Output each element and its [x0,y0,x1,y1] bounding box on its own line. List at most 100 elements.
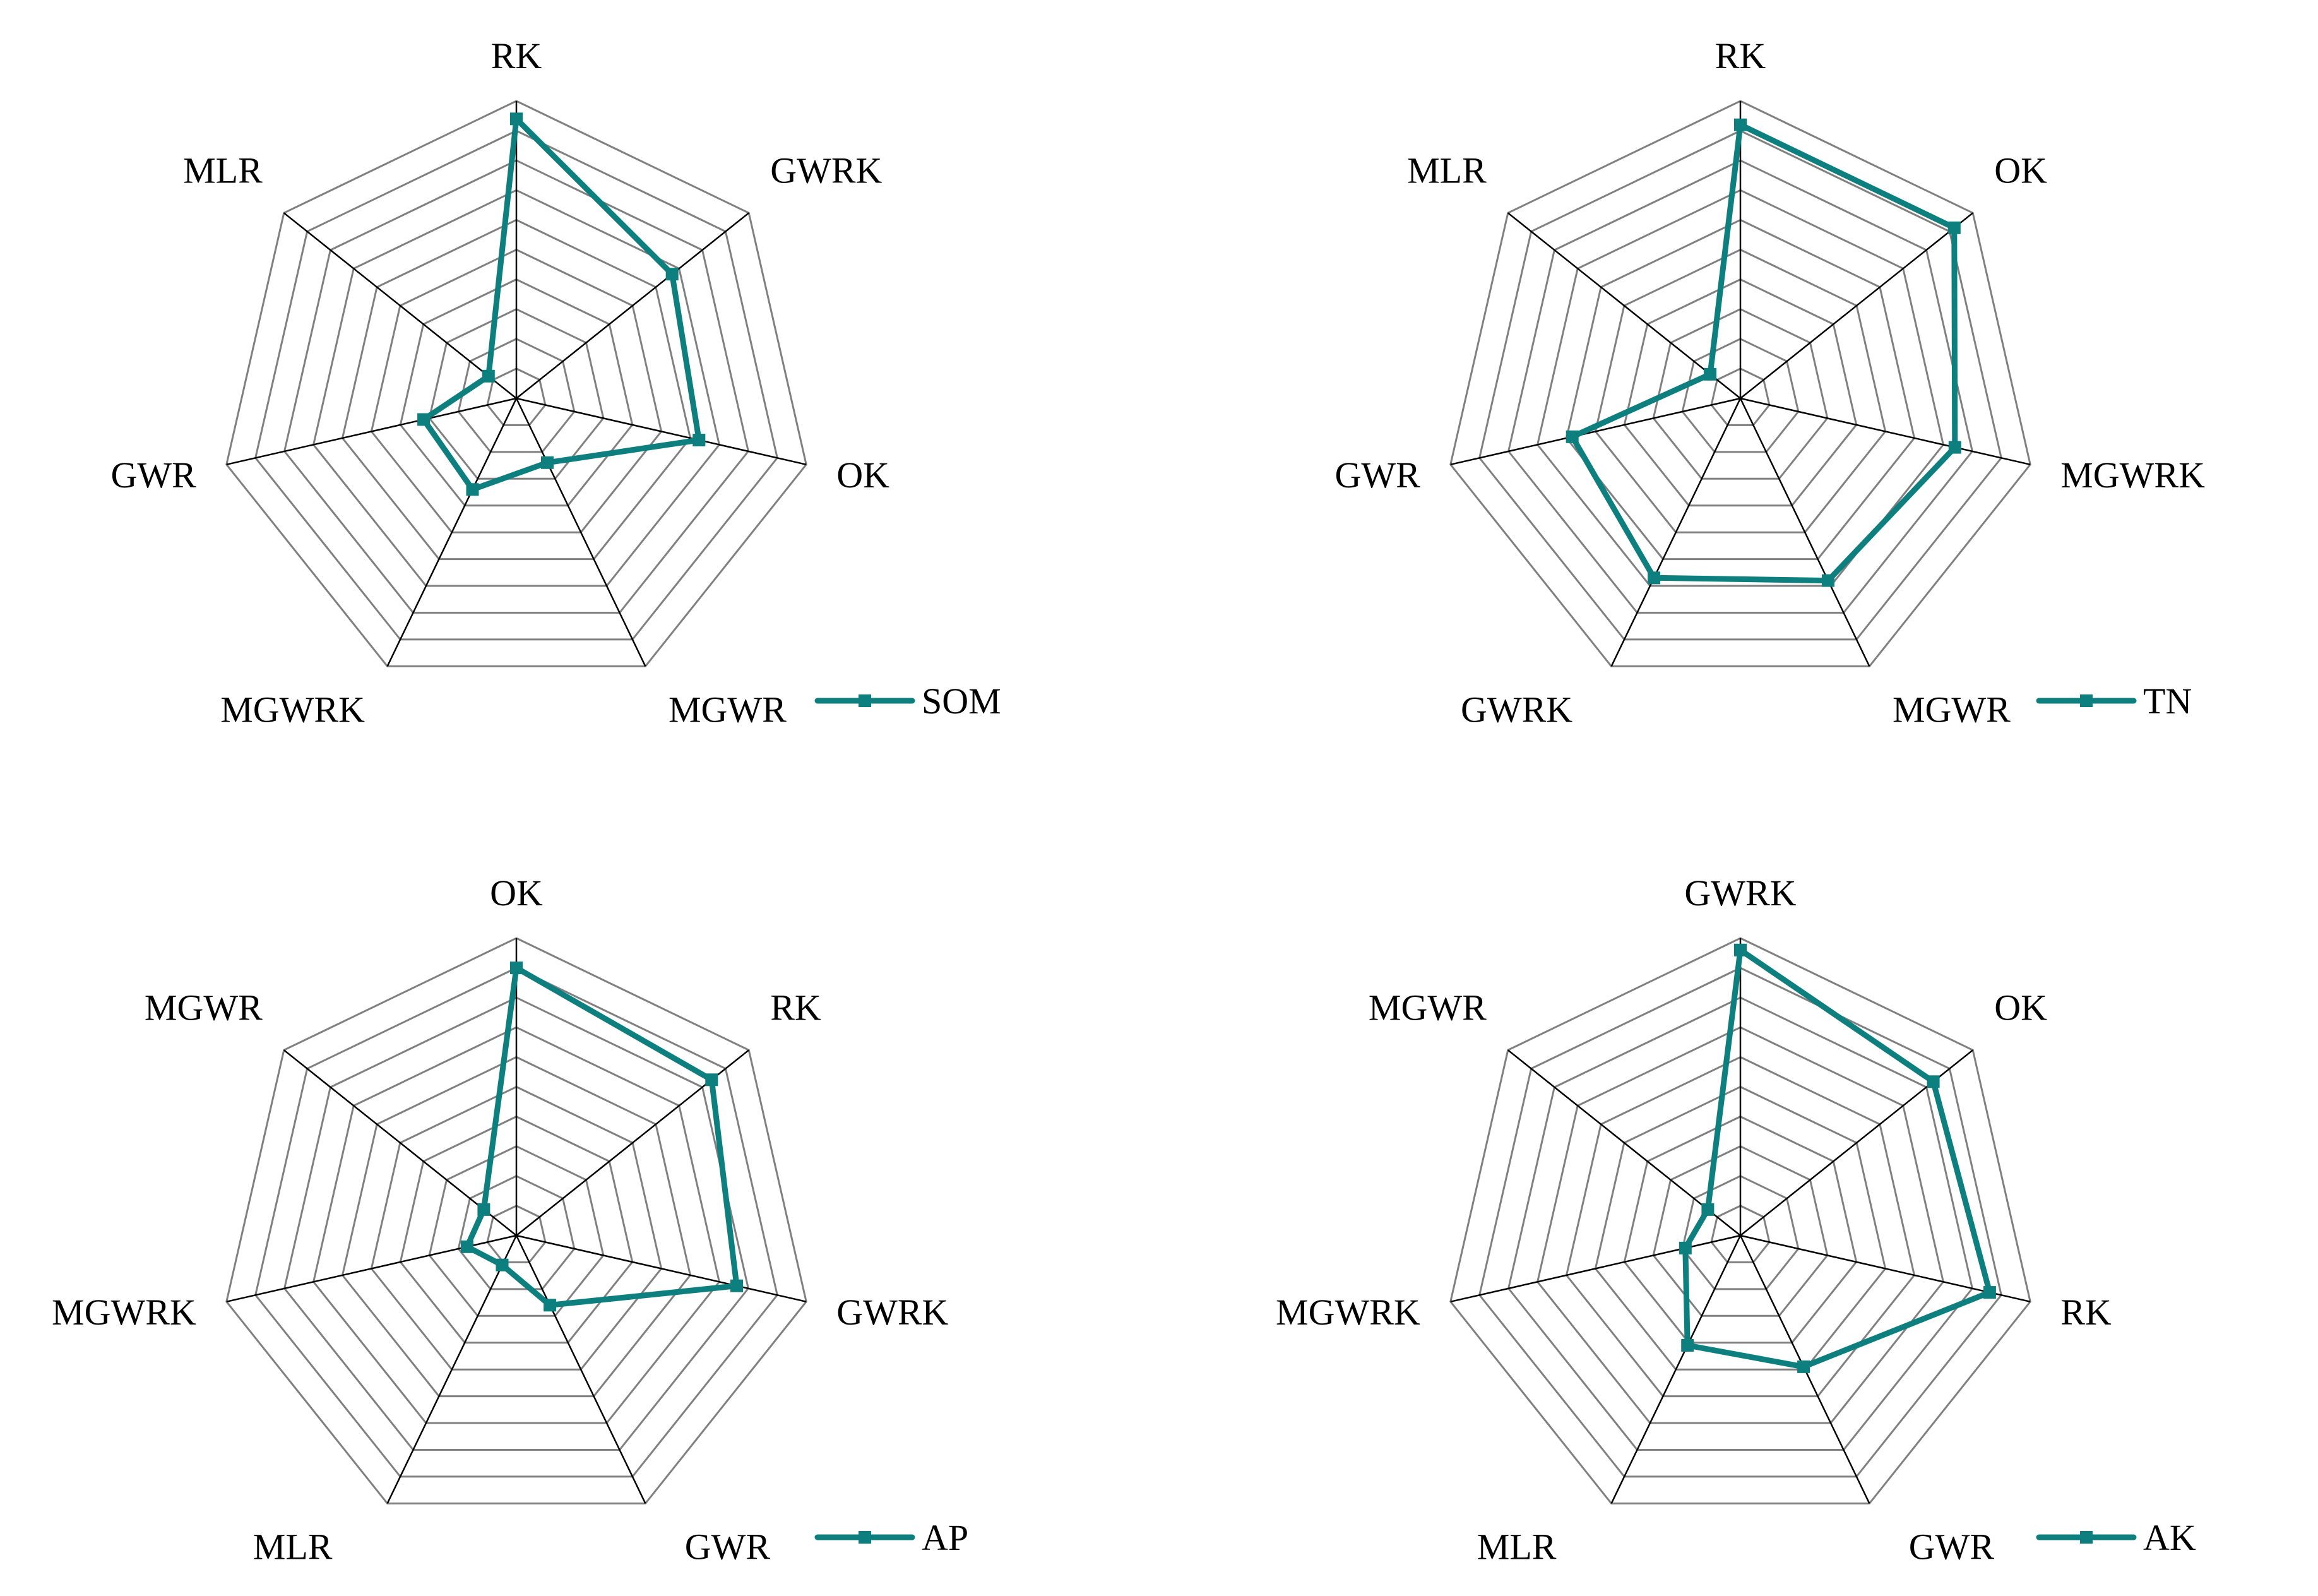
data-point-marker [544,1299,557,1312]
axis-spoke [1450,397,1741,466]
axis-label-gwrk: GWRK [770,150,882,191]
axis-spoke [226,397,517,466]
series-line-ak [1682,947,1993,1370]
data-point-marker [482,369,495,383]
grid-ring [283,159,750,614]
grid-ring [1507,996,1974,1451]
axis-label-gwr: GWR [685,1526,771,1567]
data-point-marker [1648,571,1661,585]
data-point-marker [510,962,523,975]
axis-spoke [386,1235,518,1504]
axis-spoke [1610,398,1742,667]
axis-spoke [516,1234,807,1303]
data-point-marker [1701,1203,1715,1216]
axis-spoke [516,397,807,466]
grid-ring [1710,367,1771,426]
grid-ring [370,248,663,533]
data-point-marker [1927,1075,1940,1088]
grid-ring [254,129,778,641]
axis-label-mgwrk: MGWRK [52,1292,196,1333]
axis-label-rk: RK [2060,1292,2112,1333]
axis-label-gwrk: GWRK [836,1292,948,1333]
grid-ring [370,1085,663,1371]
axis-spoke [1739,398,1870,667]
radar-panel-ap: OK RK GWRK GWR MLR MGWRK MGWR AP [52,872,968,1567]
data-point-marker [1797,1360,1810,1373]
data-point-marker [1566,430,1579,443]
axis-spoke [386,398,518,667]
grid-ring [225,100,807,667]
data-point-marker [541,456,554,469]
axis-label-gwr: GWR [1909,1526,1995,1567]
data-point-marker [1679,1241,1692,1254]
legend-label-ak: AK [2143,1517,2196,1558]
data-point-marker [417,413,431,426]
grid-ring [312,1026,721,1424]
grid-ring [1681,338,1800,453]
axis-label-ok: OK [1994,987,2047,1028]
grid-ring [1478,129,2002,641]
grid-ring [225,937,807,1504]
grid-ring [1594,1085,1887,1371]
axis-label-mgwr: MGWR [1893,689,2011,730]
axis-label-gwr: GWR [1334,455,1420,496]
legend: AK [2036,1517,2196,1558]
radar-panel-ak: GWRK OK RK GWR MLR MGWRK MGWR AK [1276,872,2196,1567]
axis-label-mgwrk: MGWRK [2060,455,2205,496]
data-point-marker [510,112,523,126]
axis-spoke [283,212,517,399]
grid-ring [283,996,750,1451]
grid-ring [486,367,547,426]
data-point-marker [1948,441,1961,454]
data-point-marker [1681,1339,1694,1352]
legend: SOM [814,681,1001,722]
data-point-marker [1734,943,1747,956]
data-point-marker [1983,1286,1996,1299]
legend-label-ap: AP [922,1517,968,1558]
data-point-marker [665,268,679,281]
grid-ring [428,1145,605,1317]
axis-spoke [1740,1234,2031,1303]
axis-label-ok: OK [836,455,889,496]
axis-spoke [516,212,749,399]
legend: TN [2036,681,2192,722]
grid-ring [1449,100,2031,667]
radar-panel-som: RK GWRK OK MGWR MGWRK GWR MLR SOM [110,35,1001,730]
data-point-marker [730,1279,743,1292]
axis-label-mgwrk: MGWRK [220,689,365,730]
axis-spoke [1740,212,1973,399]
grid-ring [486,1205,547,1263]
data-point-marker [477,1203,490,1216]
data-point-marker [460,1240,473,1253]
axis-spoke [515,1235,646,1504]
data-point-marker [496,1258,509,1271]
grid-ring [341,1056,692,1398]
grid-ring [254,967,778,1478]
legend-label-som: SOM [922,681,1001,722]
grid-ring [1565,1056,1916,1398]
axis-label-mgwr: MGWR [669,689,787,730]
axis-label-mgwrk: MGWRK [1276,1292,1420,1333]
axis-spoke [1450,1234,1741,1303]
axis-label-rk: RK [1715,35,1766,76]
grid-ring [1652,1145,1829,1317]
axis-spoke [1740,397,2031,466]
grid-ring [1536,1026,1945,1424]
axis-label-mlr: MLR [1477,1526,1557,1567]
radar-panel-tn: RK OK MGWRK MGWR GWRK GWR MLR TN [1334,35,2205,730]
axis-label-mlr: MLR [183,150,263,191]
legend-marker [859,1531,871,1544]
data-point-marker [1822,574,1834,587]
grid-ring [1565,218,1916,561]
grid-ring [457,1175,576,1290]
axis-spoke [1507,212,1741,399]
data-point-marker [466,483,479,496]
grid-ring [1507,159,1974,614]
grid-ring [1710,1205,1771,1263]
data-point-marker [705,1073,718,1087]
legend-marker [859,694,871,707]
axis-label-rk: RK [491,35,542,76]
axis-label-ok: OK [1994,150,2047,191]
axis-spoke [515,398,646,667]
